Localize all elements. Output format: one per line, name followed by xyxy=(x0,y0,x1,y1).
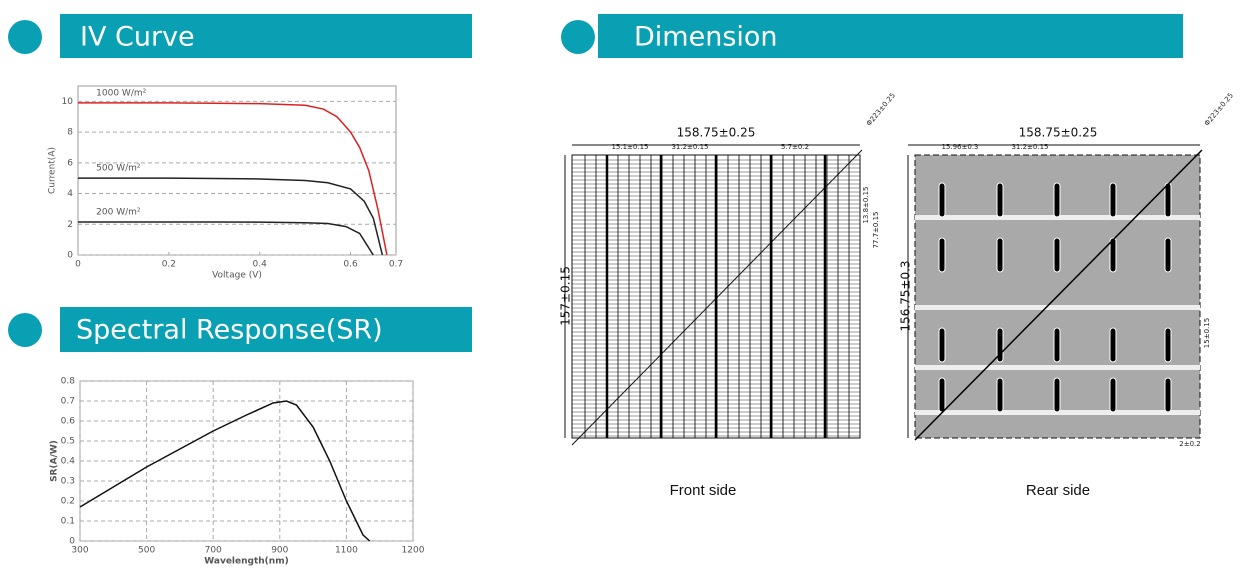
x-axis-label: Wavelength(nm) xyxy=(204,557,288,567)
pad xyxy=(1164,327,1172,363)
rear-drawing: 158.75±0.25 Φ223±0.25 156.75±0.3 15.96±0… xyxy=(899,92,1235,499)
x-tick-label: 500 xyxy=(138,546,155,556)
icon xyxy=(8,313,42,347)
x-tick-label: 1200 xyxy=(402,546,425,556)
x-tick-label: 1100 xyxy=(335,546,358,556)
x-tick-label: 0.2 xyxy=(162,260,176,270)
y-tick-label: 0 xyxy=(69,537,75,547)
band xyxy=(915,215,1200,220)
y-tick-label: 4 xyxy=(67,189,73,199)
pad xyxy=(996,377,1004,413)
pad xyxy=(996,182,1004,218)
dim-label: Φ223±0.25 xyxy=(1203,92,1235,128)
section-title: Spectral Response(SR) xyxy=(76,315,383,346)
dim-label: 158.75±0.25 xyxy=(1019,126,1098,140)
header-sr: Spectral Response(SR) xyxy=(8,307,472,352)
dim-label: 15.96±0.3 xyxy=(941,143,978,151)
y-tick-label: 0.6 xyxy=(61,417,76,427)
pad xyxy=(1109,237,1117,273)
dim-label: Φ223±0.25 xyxy=(865,92,897,128)
x-tick-label: 0.7 xyxy=(389,260,403,270)
x-tick-label: 700 xyxy=(205,546,222,556)
pad xyxy=(938,237,946,273)
dim-label: 13.8±0.15 xyxy=(862,186,870,223)
icon xyxy=(8,20,42,54)
caption: Rear side xyxy=(1026,482,1090,499)
band xyxy=(915,410,1200,415)
pad xyxy=(1109,182,1117,218)
y-axis-label: SR(A/W) xyxy=(50,440,60,482)
pad xyxy=(938,182,946,218)
y-axis-label: Current(A) xyxy=(48,147,58,194)
header-bar xyxy=(60,14,472,58)
dim-label: 156.75±0.3 xyxy=(899,260,913,331)
legend-label: 1000 W/m² xyxy=(96,88,146,98)
legend-label: 500 W/m² xyxy=(96,164,141,174)
dim-label: 2±0.2 xyxy=(1179,440,1200,448)
section-title: Dimension xyxy=(634,22,778,53)
dim-label: 5.7±0.2 xyxy=(781,143,809,151)
pad xyxy=(1164,182,1172,218)
pad xyxy=(996,237,1004,273)
band xyxy=(915,365,1200,370)
dim-label: 157±0.15 xyxy=(559,266,573,326)
y-tick-label: 0.5 xyxy=(61,437,75,447)
pad xyxy=(1053,237,1061,273)
x-tick-label: 300 xyxy=(71,546,88,556)
pad xyxy=(1053,377,1061,413)
header-dimension: Dimension xyxy=(561,14,1183,58)
pad xyxy=(1109,377,1117,413)
x-tick-label: 0.6 xyxy=(343,260,358,270)
dim-label: 31.2±0.15 xyxy=(1011,143,1048,151)
band xyxy=(915,305,1200,310)
pad xyxy=(1164,237,1172,273)
diagonal xyxy=(914,149,1203,441)
pad xyxy=(938,377,946,413)
y-tick-label: 0.3 xyxy=(61,477,75,487)
dim-label: 31.2±0.15 xyxy=(671,143,708,151)
pad xyxy=(1109,327,1117,363)
y-tick-label: 0 xyxy=(67,251,73,261)
x-tick-label: 0.4 xyxy=(253,260,268,270)
x-axis-label: Voltage (V) xyxy=(212,271,262,281)
header-bar xyxy=(60,307,472,352)
dim-label: 15.1±0.15 xyxy=(611,143,648,151)
front-drawing: 158.75±0.25 Φ223±0.25 157±0.15 15.1±0.15… xyxy=(559,92,897,499)
section-title: IV Curve xyxy=(80,22,195,53)
line xyxy=(78,102,388,256)
plot-frame xyxy=(77,85,397,256)
y-tick-label: 0.7 xyxy=(61,397,75,407)
pad xyxy=(938,327,946,363)
pad xyxy=(1053,182,1061,218)
pad xyxy=(1053,327,1061,363)
dim-label: 158.75±0.25 xyxy=(677,126,756,140)
y-tick-label: 0.2 xyxy=(61,497,75,507)
x-tick-label: 0 xyxy=(75,260,81,270)
icon xyxy=(561,20,595,54)
caption: Front side xyxy=(670,482,737,499)
line xyxy=(79,400,371,542)
y-tick-label: 8 xyxy=(67,128,73,138)
pad xyxy=(1164,377,1172,413)
dim-label: 77.7±0.15 xyxy=(872,211,880,248)
dim-label: 15±0.15 xyxy=(1203,318,1211,348)
line xyxy=(78,177,384,256)
header-iv: IV Curve xyxy=(8,14,472,58)
y-tick-label: 0.8 xyxy=(61,377,76,387)
x-tick-label: 900 xyxy=(271,546,288,556)
legend-label: 200 W/m² xyxy=(96,207,141,217)
y-tick-label: 2 xyxy=(67,220,73,230)
y-tick-label: 0.1 xyxy=(61,517,75,527)
y-tick-label: 6 xyxy=(67,158,73,168)
y-tick-label: 10 xyxy=(62,97,74,107)
y-tick-label: 0.4 xyxy=(61,457,76,467)
line xyxy=(78,221,374,256)
header-bar xyxy=(598,14,1183,58)
